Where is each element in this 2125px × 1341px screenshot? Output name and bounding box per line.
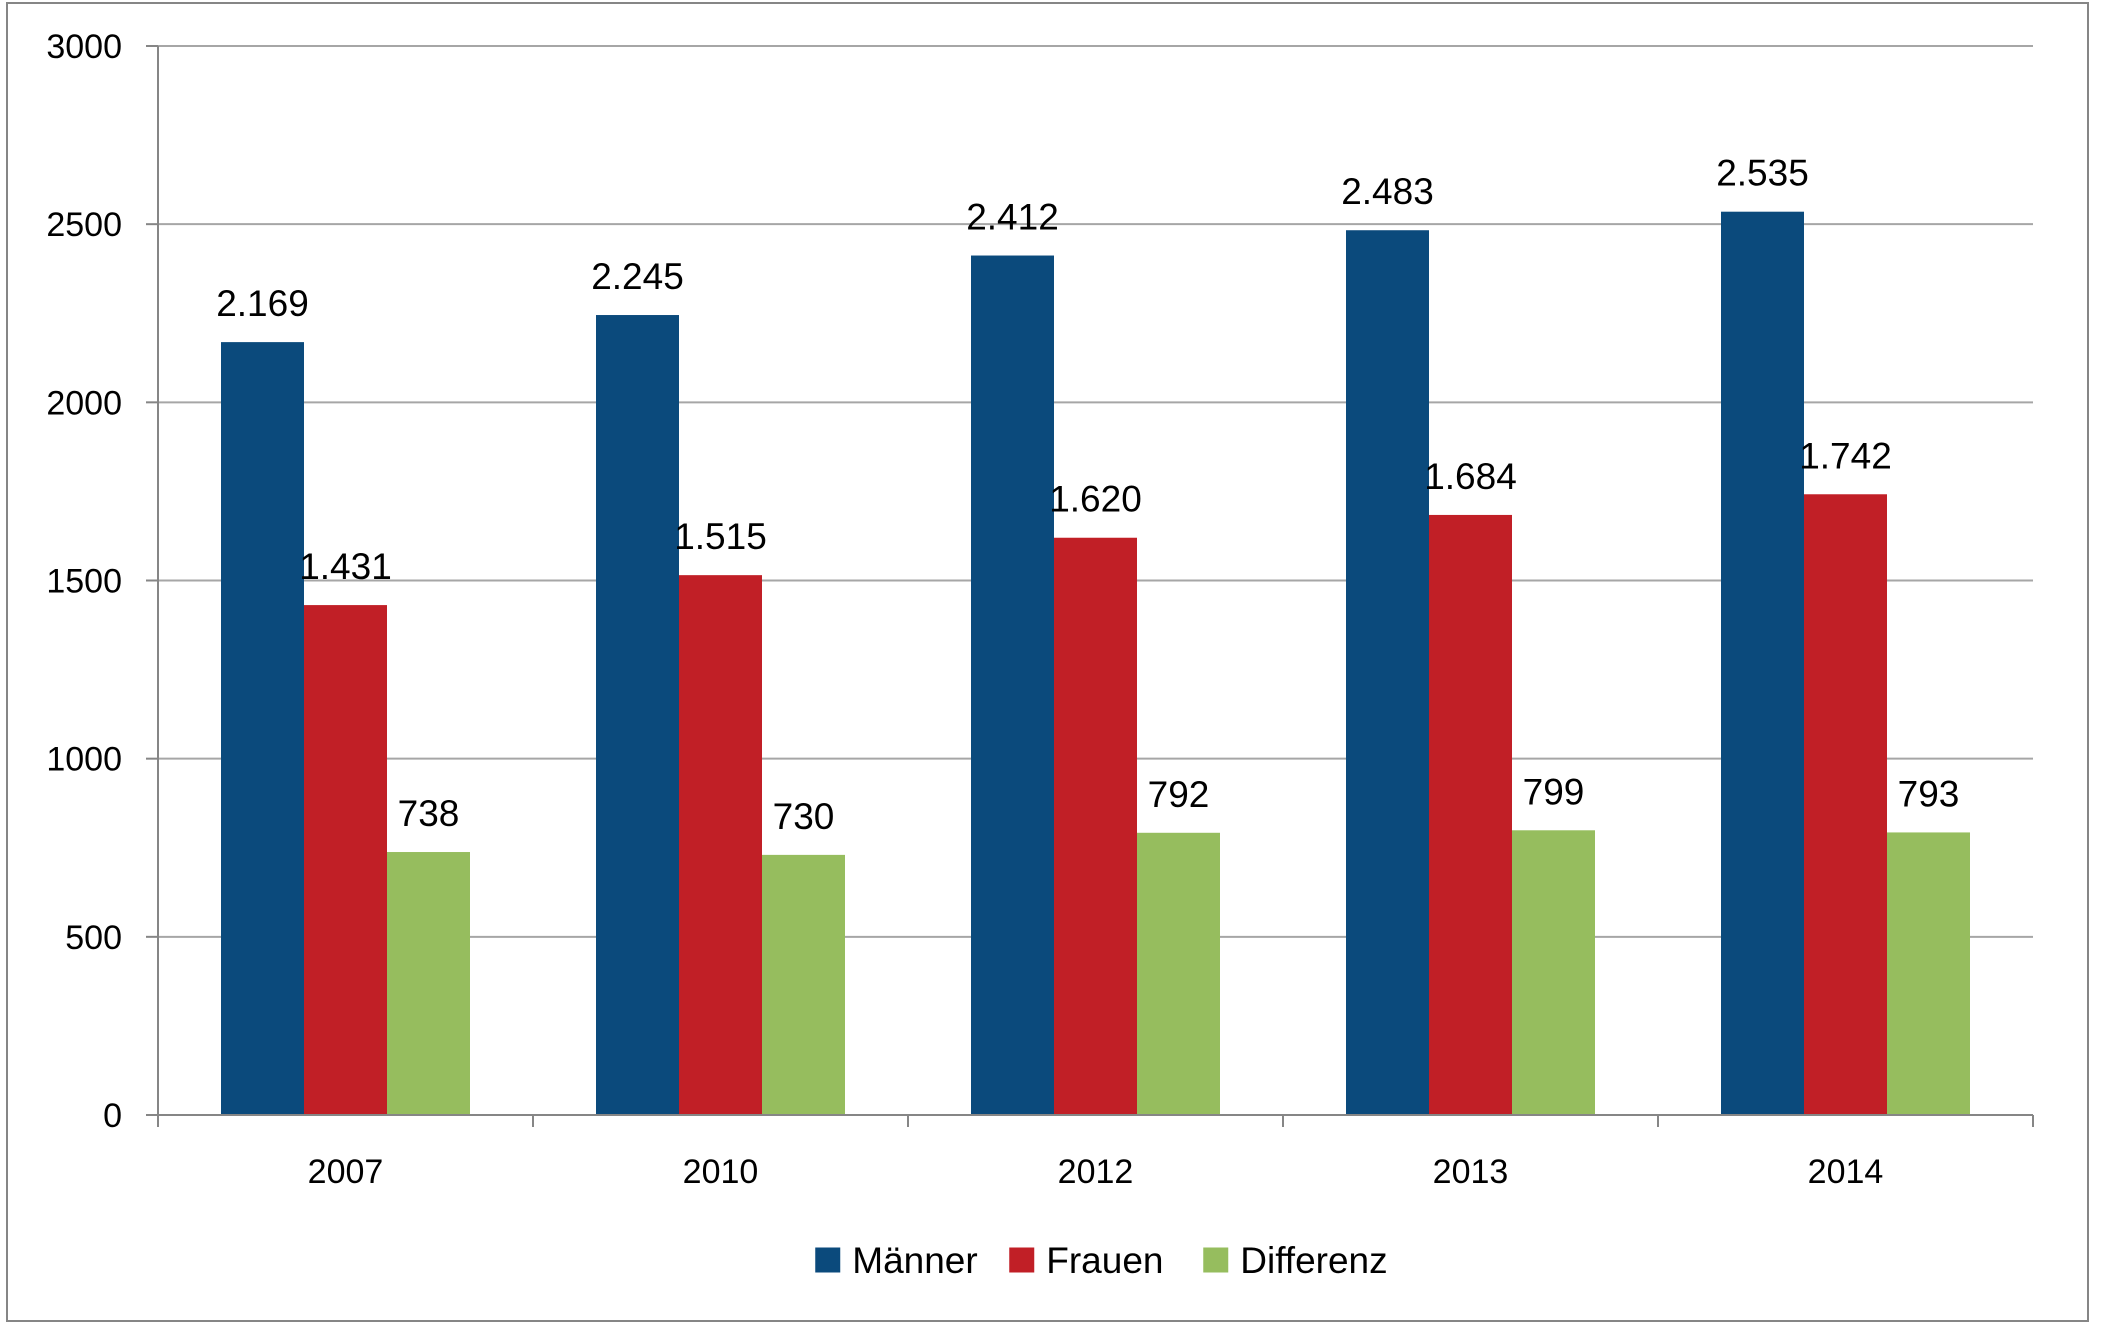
y-tick-label: 0 bbox=[103, 1097, 122, 1135]
bar-differenz-2012 bbox=[1137, 832, 1220, 1115]
x-axis: 2007 2010 2012 2013 2014 bbox=[157, 1114, 2034, 1191]
y-tick-label: 3000 bbox=[46, 28, 122, 66]
x-tick-label: 2013 bbox=[1433, 1153, 1509, 1191]
data-label: 1.684 bbox=[1424, 456, 1517, 497]
x-tick-label: 2014 bbox=[1808, 1153, 1884, 1191]
data-labels: 2.169 1.431 738 2.245 1.515 730 2.412 1.620 792 2… bbox=[216, 153, 1959, 837]
bar-frauen-2013 bbox=[1429, 514, 1512, 1115]
gridlines bbox=[158, 45, 2033, 938]
y-tick-label: 2000 bbox=[46, 384, 122, 422]
legend-swatch-frauen bbox=[1009, 1247, 1035, 1273]
data-label: 730 bbox=[773, 796, 835, 837]
data-label: 1.515 bbox=[674, 516, 767, 557]
data-label: 738 bbox=[398, 793, 460, 834]
bar-männer-2010 bbox=[596, 315, 679, 1115]
y-tick-label: 1500 bbox=[46, 563, 122, 601]
data-label: 2.483 bbox=[1341, 171, 1434, 212]
legend-swatch-männer bbox=[815, 1247, 841, 1273]
y-axis: 0 500 1000 1500 2000 2500 3000 bbox=[46, 28, 159, 1135]
legend: Männer Frauen Differenz bbox=[815, 1240, 1388, 1281]
data-label: 792 bbox=[1148, 774, 1210, 815]
x-tick-label: 2012 bbox=[1058, 1153, 1134, 1191]
bar-frauen-2010 bbox=[679, 575, 762, 1115]
legend-swatch-differenz bbox=[1203, 1247, 1229, 1273]
y-tick-label: 1000 bbox=[46, 741, 122, 779]
data-label: 1.431 bbox=[299, 546, 392, 587]
legend-label-männer: Männer bbox=[852, 1240, 977, 1281]
bar-männer-2007 bbox=[221, 342, 304, 1115]
data-label: 2.412 bbox=[966, 197, 1059, 238]
y-tick-label: 2500 bbox=[46, 206, 122, 244]
y-tick-label: 500 bbox=[65, 919, 122, 957]
bar-differenz-2007 bbox=[387, 852, 470, 1115]
data-label: 1.620 bbox=[1049, 479, 1142, 520]
legend-label-frauen: Frauen bbox=[1046, 1240, 1163, 1281]
data-label: 2.169 bbox=[216, 283, 309, 324]
legend-label-differenz: Differenz bbox=[1240, 1240, 1387, 1281]
bars bbox=[221, 211, 1970, 1116]
data-label: 1.742 bbox=[1799, 435, 1892, 476]
bar-frauen-2007 bbox=[304, 605, 387, 1115]
bar-frauen-2014 bbox=[1804, 494, 1887, 1115]
bar-differenz-2013 bbox=[1512, 830, 1595, 1115]
bar-männer-2013 bbox=[1346, 230, 1429, 1115]
bar-differenz-2014 bbox=[1887, 832, 1970, 1115]
data-label: 799 bbox=[1523, 771, 1585, 812]
data-label: 2.535 bbox=[1716, 153, 1809, 194]
data-label: 2.245 bbox=[591, 256, 684, 297]
bar-männer-2012 bbox=[971, 255, 1054, 1116]
x-tick-label: 2007 bbox=[308, 1153, 384, 1191]
bar-männer-2014 bbox=[1721, 211, 1804, 1115]
x-tick-label: 2010 bbox=[683, 1153, 759, 1191]
data-label: 793 bbox=[1898, 773, 1960, 814]
bar-differenz-2010 bbox=[762, 854, 845, 1115]
bar-frauen-2012 bbox=[1054, 537, 1137, 1115]
